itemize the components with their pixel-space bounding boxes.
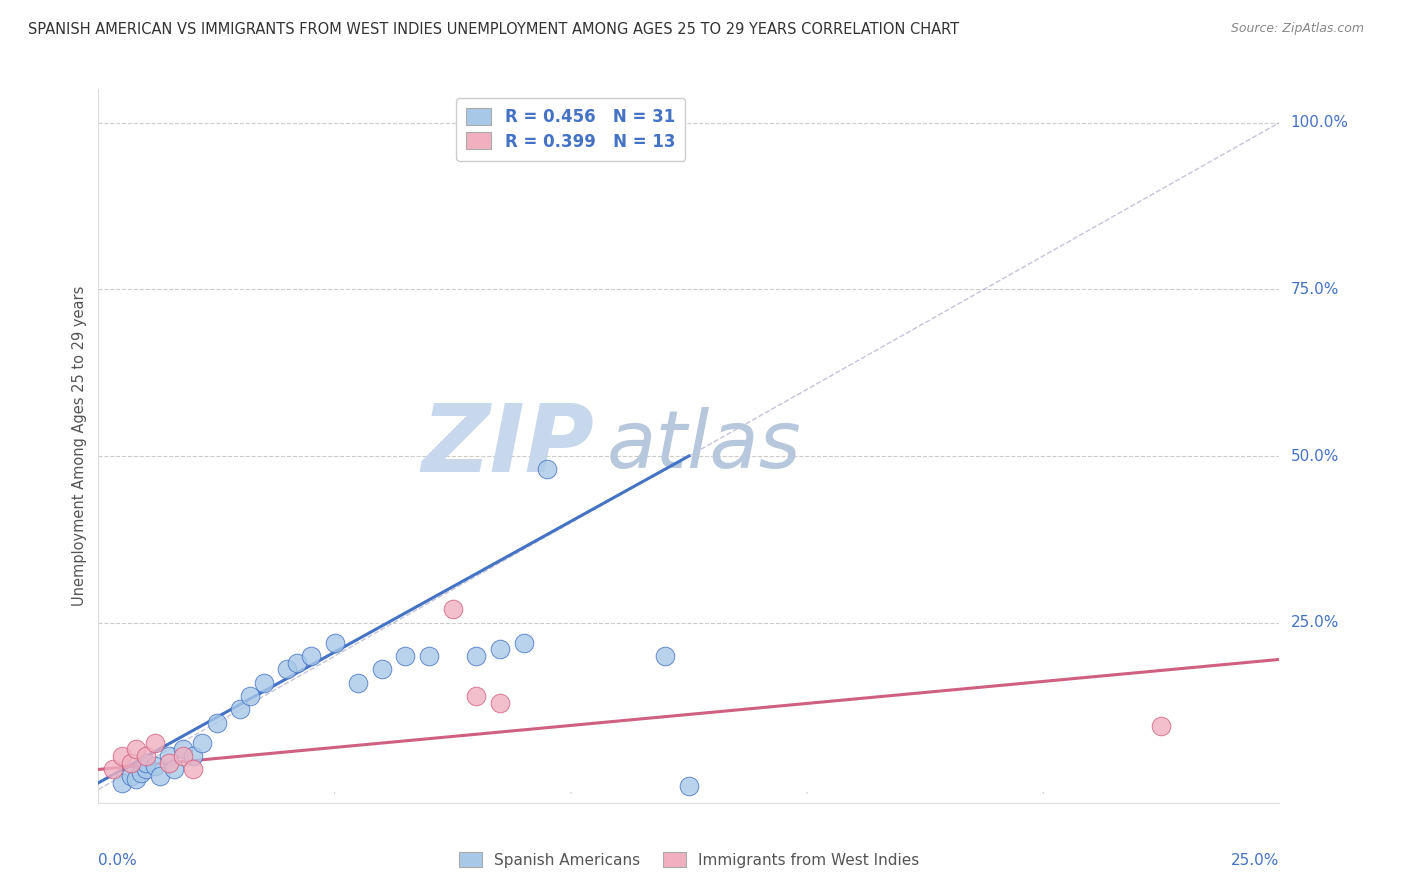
Text: ZIP: ZIP (422, 400, 595, 492)
Point (465, 649, 488, 664)
Point (191, 736, 214, 750)
Text: 25.0%: 25.0% (1232, 853, 1279, 868)
Legend: Spanish Americans, Immigrants from West Indies: Spanish Americans, Immigrants from West … (453, 846, 925, 873)
Text: 75.0%: 75.0% (1291, 282, 1339, 297)
Point (347, 675, 370, 690)
Point (157, 756, 180, 770)
Point (465, 689, 488, 703)
Point (129, 765, 152, 780)
Point (394, 649, 416, 664)
Point (536, 462, 558, 476)
Text: 50.0%: 50.0% (1291, 449, 1339, 464)
Point (489, 642, 512, 657)
Point (1150, 719, 1173, 733)
Point (489, 696, 512, 710)
Text: 0.0%: 0.0% (98, 853, 138, 868)
Text: 25.0%: 25.0% (1291, 615, 1339, 631)
Point (239, 689, 262, 703)
Point (371, 662, 394, 676)
Point (135, 756, 157, 770)
Point (276, 662, 298, 676)
Point (172, 742, 194, 756)
Point (512, 636, 534, 650)
Text: Source: ZipAtlas.com: Source: ZipAtlas.com (1230, 22, 1364, 36)
Point (299, 649, 322, 664)
Point (323, 636, 346, 650)
Point (111, 776, 134, 790)
Y-axis label: Unemployment Among Ages 25 to 29 years: Unemployment Among Ages 25 to 29 years (72, 285, 87, 607)
Text: atlas: atlas (606, 407, 801, 485)
Point (172, 749, 194, 764)
Point (181, 763, 204, 777)
Point (418, 649, 440, 664)
Point (101, 763, 124, 777)
Text: 100.0%: 100.0% (1291, 115, 1348, 130)
Point (253, 675, 276, 690)
Point (143, 759, 166, 773)
Point (121, 756, 143, 770)
Point (441, 602, 464, 616)
Point (157, 749, 180, 764)
Text: SPANISH AMERICAN VS IMMIGRANTS FROM WEST INDIES UNEMPLOYMENT AMONG AGES 25 TO 29: SPANISH AMERICAN VS IMMIGRANTS FROM WEST… (28, 22, 959, 37)
Point (143, 736, 166, 750)
Point (205, 715, 228, 730)
Point (149, 769, 172, 783)
Point (111, 749, 134, 764)
Point (678, 779, 700, 793)
Point (135, 749, 157, 764)
Point (181, 749, 204, 764)
Point (163, 763, 186, 777)
Point (125, 742, 148, 756)
Point (121, 769, 143, 783)
Point (285, 656, 308, 670)
Point (125, 772, 148, 787)
Point (135, 763, 157, 777)
Point (654, 649, 676, 664)
Point (229, 702, 252, 716)
